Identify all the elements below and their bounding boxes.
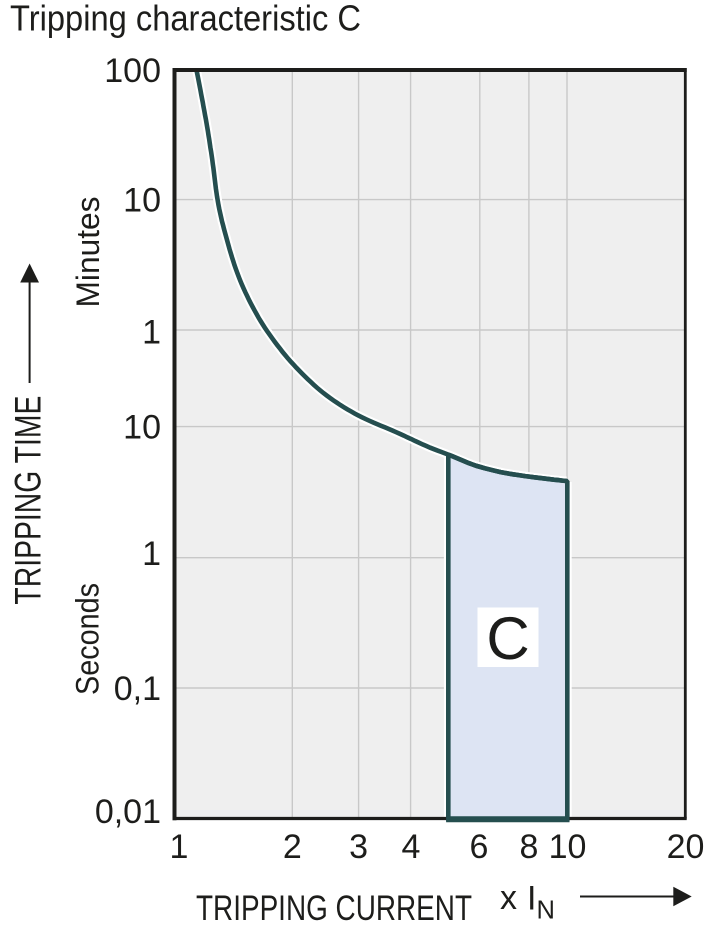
svg-text:C: C: [486, 605, 529, 672]
svg-text:Minutes: Minutes: [70, 197, 106, 308]
svg-text:3: 3: [349, 828, 368, 866]
svg-text:10: 10: [123, 182, 161, 220]
svg-text:10: 10: [123, 409, 161, 447]
svg-text:2: 2: [283, 828, 302, 866]
svg-text:10: 10: [549, 828, 587, 866]
svg-text:8: 8: [520, 828, 539, 866]
svg-text:6: 6: [470, 828, 489, 866]
svg-text:1: 1: [170, 828, 189, 866]
svg-text:TRIPPING CURRENT: TRIPPING CURRENT: [196, 889, 472, 928]
svg-text:100: 100: [104, 52, 161, 90]
svg-text:0,1: 0,1: [114, 670, 161, 708]
svg-text:N: N: [537, 897, 555, 925]
svg-text:Seconds: Seconds: [69, 583, 105, 695]
svg-text:x: x: [500, 879, 517, 917]
svg-text:0,01: 0,01: [95, 793, 161, 831]
svg-text:1: 1: [142, 314, 161, 352]
svg-text:20: 20: [667, 828, 705, 866]
svg-text:Tripping characteristic C: Tripping characteristic C: [10, 0, 361, 39]
svg-text:1: 1: [142, 535, 161, 573]
svg-text:4: 4: [402, 828, 421, 866]
svg-text:I: I: [527, 880, 536, 918]
svg-text:TRIPPING TIME: TRIPPING TIME: [8, 396, 49, 605]
